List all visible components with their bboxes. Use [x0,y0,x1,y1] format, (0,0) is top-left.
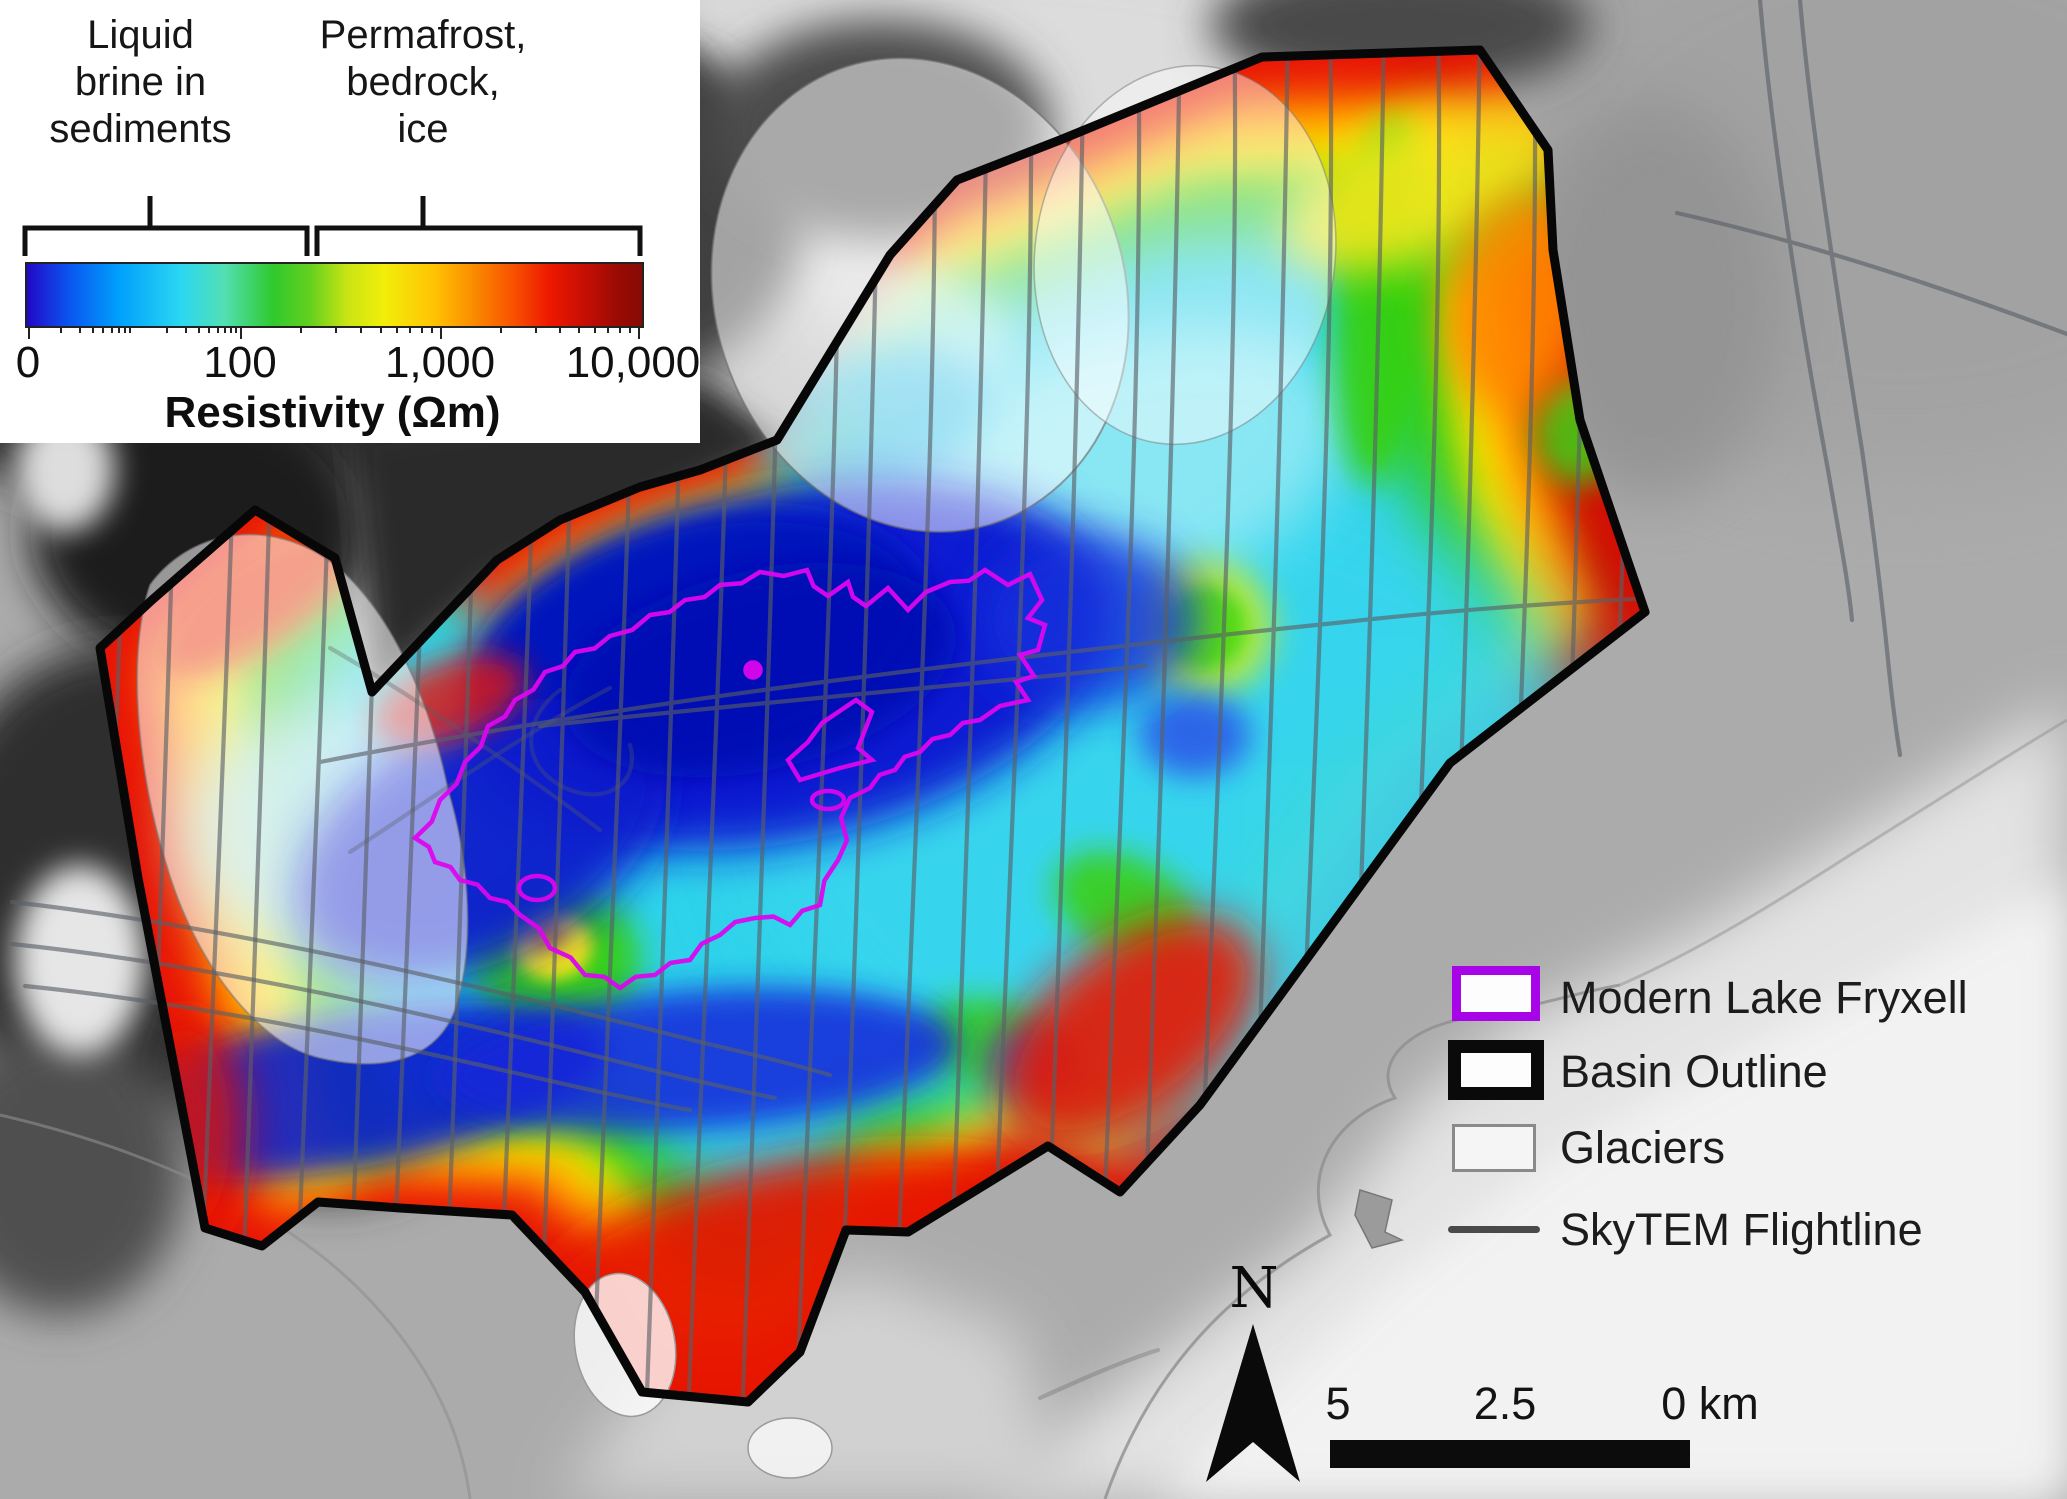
flightline [537,663,1148,729]
legend-swatch-basin-icon [1448,1040,1544,1100]
colorbar-brackets [22,196,643,256]
scale-label-2-5: 2.5 [1473,1378,1537,1429]
colorbar-tick-100: 100 [203,338,277,387]
glacier-canada [710,57,1130,533]
resistivity-surface [100,50,1645,1402]
north-arrow-icon [1206,1324,1300,1482]
colorbar-tick-10000: 10,000 [565,338,701,387]
lake-island-outline [785,697,877,783]
glacier-small-south2 [747,1417,833,1479]
legend-label-basin: Basin Outline [1560,1046,1828,1097]
colorbar-ticks [25,326,642,340]
scale-label-0km: 0 km [1661,1378,1759,1429]
colorbar-tick-1000: 1,000 [384,338,496,387]
flightline [941,50,991,1402]
colorbar-label-low: Liquid brine in sediments [49,13,232,152]
colorbar-legend: Liquid brine in sediments Permafrost, be… [0,0,700,443]
hillshade-pond [1354,1189,1405,1249]
north-label: N [1229,1256,1279,1321]
resistivity-colorbar [25,262,644,328]
legend-label-flightline: SkyTEM Flightline [1560,1204,1923,1255]
colorbar-tick-0: 0 [15,338,41,387]
legend-swatch-glaciers-icon [1452,1124,1536,1172]
legend-label-glaciers: Glaciers [1560,1122,1726,1173]
scale-label-5: 5 [1325,1378,1351,1429]
legend-swatch-lake-icon [1452,966,1540,1021]
scale-bar [1330,1440,1690,1468]
legend-swatch-flightline-icon [1448,1226,1540,1233]
flightline [317,593,1645,765]
lake-fryxell-outline [411,567,1048,991]
colorbar-title: Resistivity (Ωm) [164,388,501,437]
colorbar-label-high: Permafrost, bedrock, ice [319,13,527,152]
glacier-northeast [1033,64,1337,446]
legend-label-lake: Modern Lake Fryxell [1560,972,1968,1023]
basin-outline [95,45,1650,1407]
